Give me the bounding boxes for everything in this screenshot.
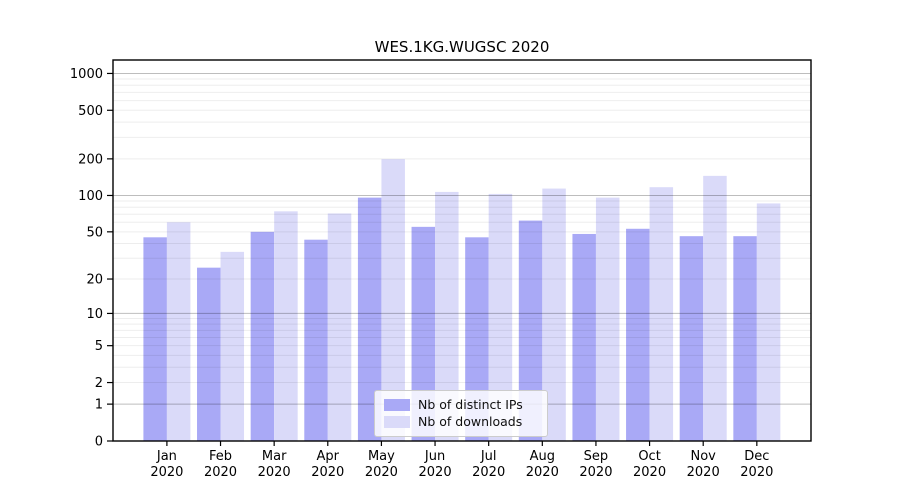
x-tick-label-year-Mar: 2020 xyxy=(258,465,291,480)
plot-frame xyxy=(112,59,812,442)
legend-item-downloads: Nb of downloads xyxy=(384,415,547,429)
bar-downloads-Jan xyxy=(166,222,191,441)
bar-downloads-May xyxy=(381,159,405,441)
bar-downloads-Jul xyxy=(488,193,513,441)
x-tick-label-year-Apr: 2020 xyxy=(311,465,344,480)
x-tick-label-month-Feb: Feb xyxy=(209,449,232,464)
x-tick-label-month-Aug: Aug xyxy=(530,449,555,464)
chart-title: WES.1KG.WUGSC 2020 xyxy=(374,38,550,56)
bar-downloads-Nov xyxy=(703,175,727,441)
x-tick-label-month-Sep: Sep xyxy=(584,449,609,464)
y-tick-label-20: 20 xyxy=(86,273,103,288)
legend-swatch-distinct-ips xyxy=(384,399,410,411)
y-tick-label-2: 2 xyxy=(95,376,103,391)
bar-downloads-Feb xyxy=(220,251,245,441)
x-tick-label-month-Jan: Jan xyxy=(156,449,177,464)
y-tick-label-1: 1 xyxy=(95,398,103,413)
x-tick-label-month-Jun: Jun xyxy=(424,449,445,464)
x-tick-label-year-Oct: 2020 xyxy=(633,465,666,480)
x-tick-label-month-Nov: Nov xyxy=(691,449,717,464)
bar-distinct-ips-Jan xyxy=(143,237,167,441)
y-tick-label-500: 500 xyxy=(78,104,103,119)
bar-distinct-ips-Oct xyxy=(626,228,650,441)
x-tick-label-year-Nov: 2020 xyxy=(687,465,720,480)
bar-downloads-Sep xyxy=(595,197,620,441)
y-tick-label-10: 10 xyxy=(86,307,103,322)
bar-distinct-ips-Apr xyxy=(304,239,328,441)
bar-distinct-ips-Jun xyxy=(411,226,436,441)
x-tick-label-year-Aug: 2020 xyxy=(526,465,559,480)
x-tick-label-year-Feb: 2020 xyxy=(204,465,237,480)
x-tick-label-month-Oct: Oct xyxy=(638,449,660,464)
legend-swatch-downloads xyxy=(384,416,410,428)
legend-item-distinct-ips: Nb of distinct IPs xyxy=(384,398,547,412)
x-tick-label-year-Jul: 2020 xyxy=(472,465,505,480)
bar-downloads-Mar xyxy=(274,211,298,441)
bar-downloads-Oct xyxy=(649,187,674,441)
bar-distinct-ips-Nov xyxy=(679,236,704,441)
bar-distinct-ips-Sep xyxy=(572,233,596,441)
y-tick-label-5: 5 xyxy=(95,339,103,354)
x-tick-label-month-Jul: Jul xyxy=(480,449,497,464)
bar-distinct-ips-Feb xyxy=(197,267,221,441)
legend-label: Nb of distinct IPs xyxy=(418,397,523,412)
legend: Nb of distinct IPs Nb of downloads xyxy=(374,390,548,437)
x-tick-label-month-Dec: Dec xyxy=(744,449,769,464)
x-tick-label-year-May: 2020 xyxy=(365,465,398,480)
x-tick-label-year-Jan: 2020 xyxy=(150,465,183,480)
x-tick-label-month-May: May xyxy=(368,449,395,464)
y-tick-label-200: 200 xyxy=(78,152,103,167)
bar-distinct-ips-May xyxy=(357,197,382,441)
bar-downloads-Dec xyxy=(756,203,781,441)
bar-downloads-Aug xyxy=(542,188,566,441)
x-tick-label-year-Jun: 2020 xyxy=(419,465,452,480)
x-tick-label-year-Dec: 2020 xyxy=(740,465,773,480)
bar-distinct-ips-Dec xyxy=(733,236,757,441)
bar-downloads-Jun xyxy=(435,191,459,441)
bar-distinct-ips-Aug xyxy=(518,220,543,441)
x-tick-label-month-Mar: Mar xyxy=(262,449,287,464)
bar-downloads-Apr xyxy=(327,213,352,441)
legend-label: Nb of downloads xyxy=(418,414,523,429)
y-tick-label-100: 100 xyxy=(78,189,103,204)
x-tick-label-year-Sep: 2020 xyxy=(579,465,612,480)
y-tick-label-1000: 1000 xyxy=(70,67,103,82)
y-tick-label-50: 50 xyxy=(86,225,103,240)
y-tick-label-0: 0 xyxy=(95,435,103,450)
x-tick-label-month-Apr: Apr xyxy=(317,449,340,464)
bar-distinct-ips-Mar xyxy=(250,231,275,441)
